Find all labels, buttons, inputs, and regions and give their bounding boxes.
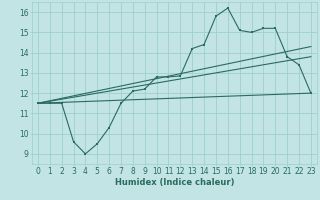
X-axis label: Humidex (Indice chaleur): Humidex (Indice chaleur) bbox=[115, 178, 234, 187]
